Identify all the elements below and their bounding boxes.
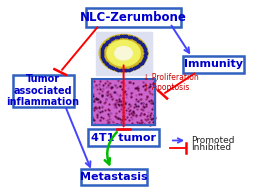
Bar	[92, 80, 155, 125]
Text: Inhibited: Inhibited	[191, 143, 231, 153]
Text: Metastasis: Metastasis	[80, 172, 148, 182]
FancyBboxPatch shape	[183, 56, 244, 73]
Text: Immunity: Immunity	[184, 60, 243, 70]
FancyBboxPatch shape	[81, 169, 147, 185]
Text: 4T1 tumor: 4T1 tumor	[91, 133, 156, 143]
Circle shape	[107, 40, 140, 66]
Bar	[92, 80, 155, 125]
Text: NLC-Zerumbone: NLC-Zerumbone	[80, 11, 187, 24]
Text: ↓ Proliferation
↑ Apoptosis: ↓ Proliferation ↑ Apoptosis	[143, 73, 199, 92]
Circle shape	[99, 34, 148, 72]
Bar	[95, 32, 152, 75]
FancyBboxPatch shape	[86, 8, 181, 27]
Text: Promoted: Promoted	[191, 136, 234, 145]
FancyBboxPatch shape	[88, 129, 159, 146]
FancyBboxPatch shape	[13, 75, 73, 107]
Text: Tumor
associated
inflammation: Tumor associated inflammation	[7, 74, 80, 107]
Circle shape	[115, 46, 132, 60]
